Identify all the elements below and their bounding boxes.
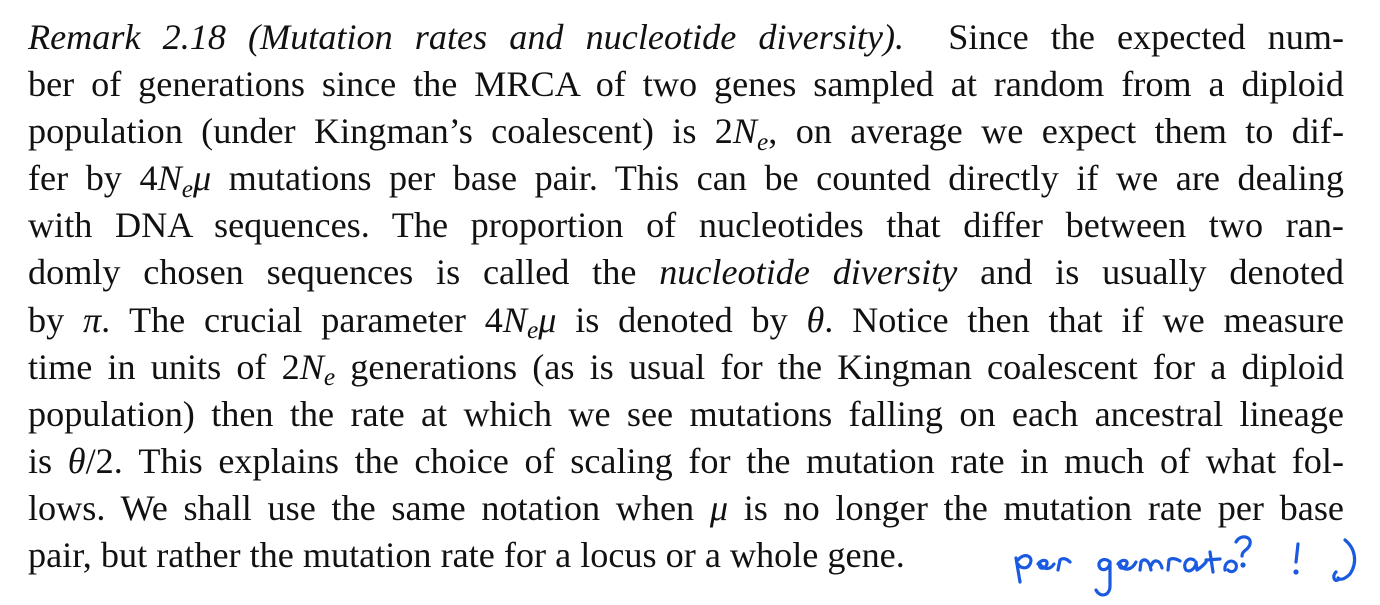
text-line-8: time in units of 2Ne generations (as is …: [28, 346, 1344, 391]
text-line-9: population) then the rate at which we se…: [28, 393, 1344, 434]
text-line-2: ber of generations since the MRCA of two…: [28, 64, 1344, 105]
nucleotide-diversity-term: nucleotide diversity: [659, 252, 958, 293]
text-line-7: by π. The crucial parameter 4Neμ is deno…: [28, 299, 1345, 344]
text-line-11: lows. We shall use the same notation whe…: [28, 487, 1344, 528]
text-line-3: population (under Kingman’s coalescent) …: [28, 111, 1344, 156]
text-line-10: is θ/2. This explains the choice of scal…: [28, 440, 1345, 481]
text-line-1: Remark 2.18 (Mutation rates and nucleoti…: [28, 17, 1345, 57]
remark-heading: Remark 2.18 (Mutation rates and nucleoti…: [28, 17, 905, 57]
text-line-4: fer by 4Neμ mutations per base pair. Thi…: [28, 158, 1344, 203]
handwritten-annotation: [1014, 535, 1357, 597]
text-line-5: with DNA sequences. The proportion of nu…: [28, 205, 1344, 246]
text-line-6: domly chosen sequences is called the nuc…: [28, 252, 1344, 293]
remark-paragraph: Remark 2.18 (Mutation rates and nucleoti…: [28, 14, 1344, 579]
text-line-12: pair, but rather the mutation rate for a…: [28, 535, 905, 576]
